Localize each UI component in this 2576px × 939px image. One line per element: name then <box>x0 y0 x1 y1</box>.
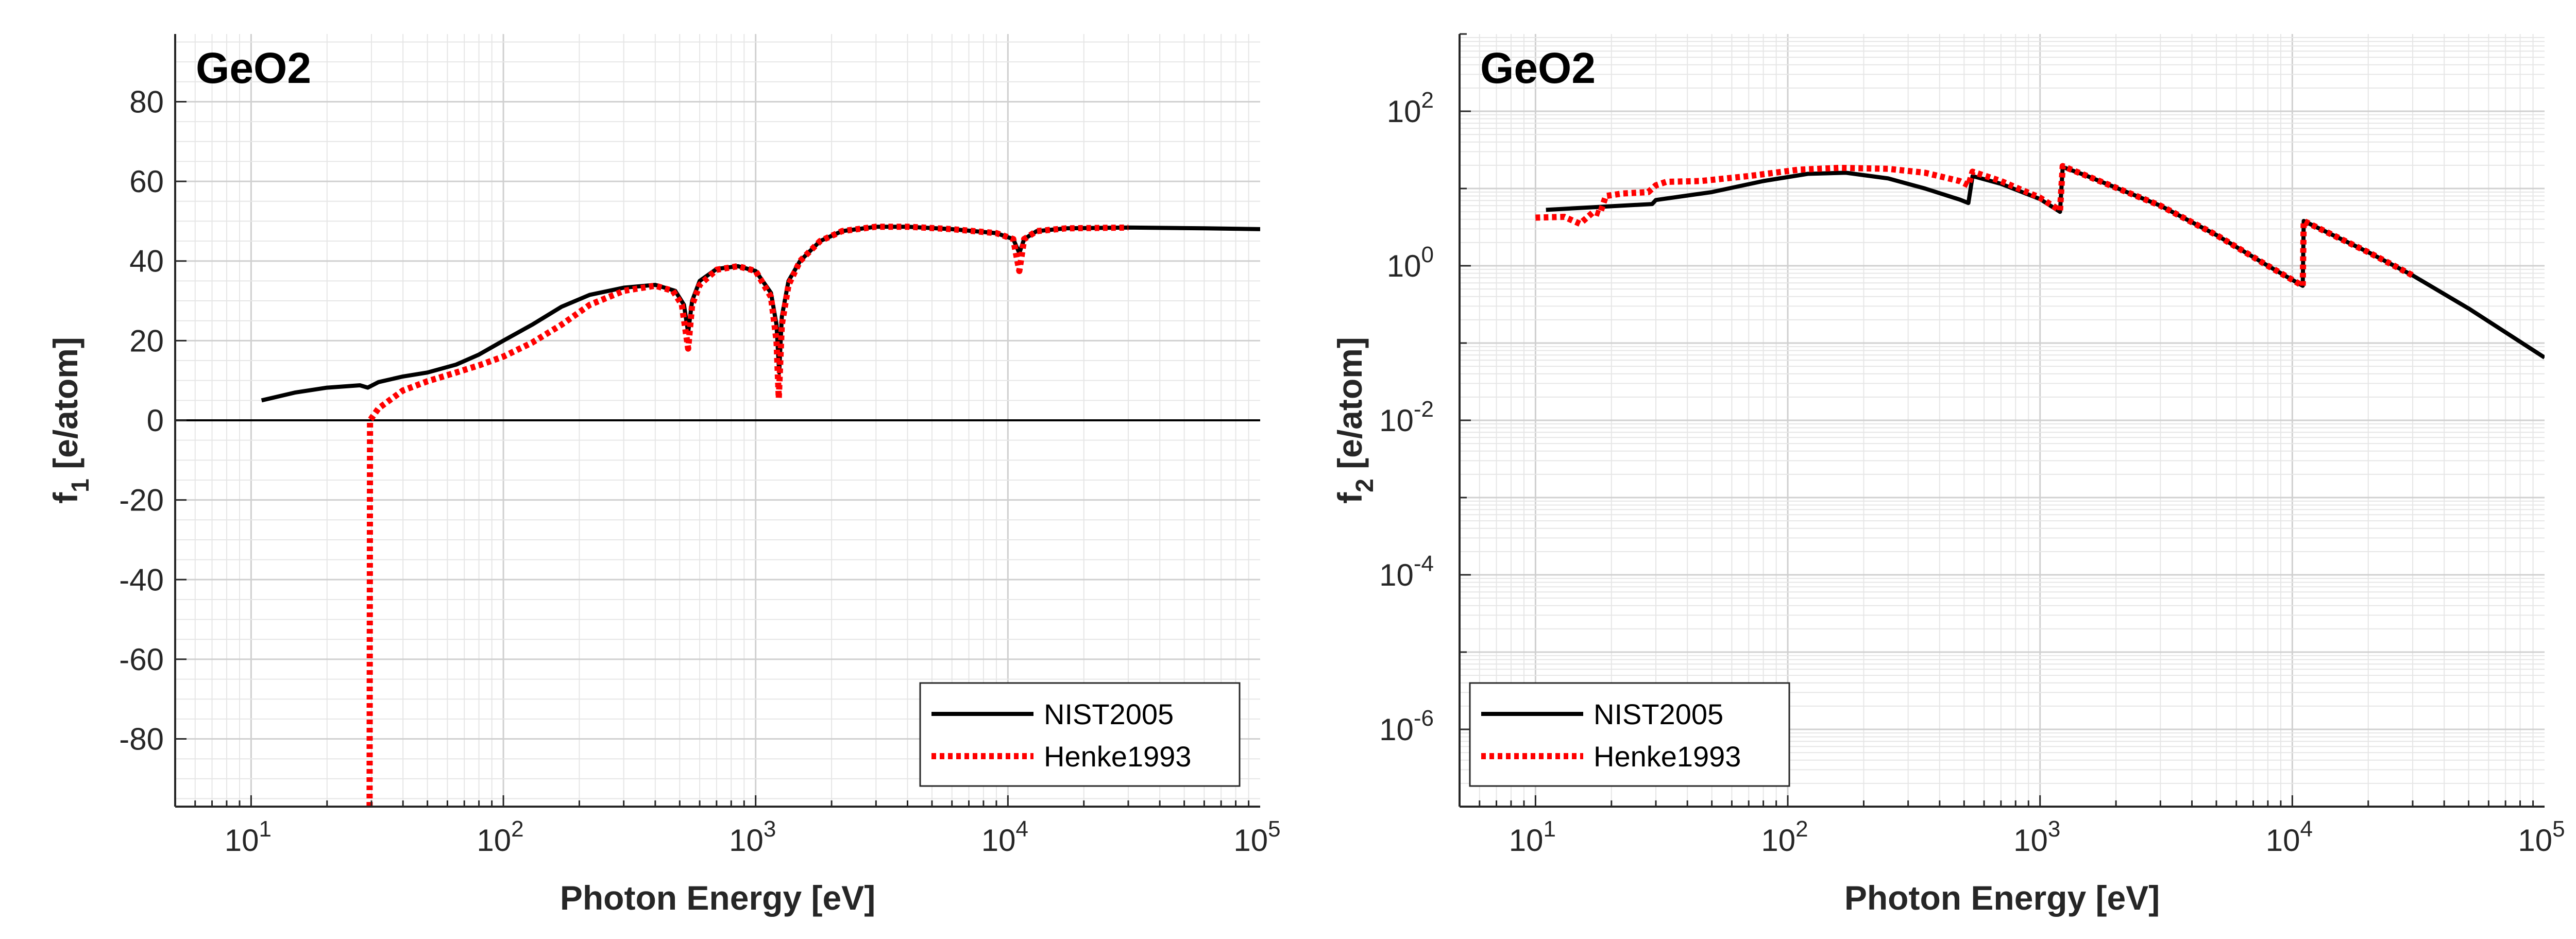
legend-box <box>1469 682 1790 787</box>
x-tick-label: 102 <box>477 816 523 858</box>
legend-label-henke1993: Henke1993 <box>1044 740 1191 773</box>
legend-label-nist2005: NIST2005 <box>1594 698 1723 730</box>
y-tick-label: 40 <box>129 244 164 279</box>
legend: NIST2005 Henke1993 <box>1469 682 1790 787</box>
y-tick-label: -40 <box>119 562 164 597</box>
series-line-henke1993 <box>366 224 1129 807</box>
y-tick-label: -60 <box>119 642 164 677</box>
f2-chart: 101 102 103 104 105 10-6 10-4 10-2 100 102 GeO2 Pho… <box>1331 33 2565 917</box>
x-tick-label: 104 <box>981 816 1028 858</box>
series-line-henke1993 <box>1535 163 2414 289</box>
y-tick-label: 0 <box>147 403 164 438</box>
legend-label-nist2005: NIST2005 <box>1044 698 1174 730</box>
f1-chart: 101 102 103 104 105 -80 -60 -40 -20 0 20 40 60 80 GeO2… <box>46 34 1281 917</box>
y-tick-label: 20 <box>129 323 164 358</box>
legend-box <box>919 682 1241 787</box>
x-tick-label: 103 <box>729 816 776 858</box>
x-tick-label: 105 <box>2518 816 2565 858</box>
x-axis-label: Photon Energy [eV] <box>1844 879 2160 917</box>
y-tick-label: -80 <box>119 722 164 757</box>
y-tick-label: 100 <box>1387 242 1434 283</box>
chart-title: GeO2 <box>196 44 311 92</box>
legend-label-henke1993: Henke1993 <box>1594 740 1741 773</box>
y-axis-label: f1 [e/atom] <box>46 337 94 504</box>
chart-title: GeO2 <box>1480 44 1596 92</box>
y-tick-label: 10-2 <box>1379 397 1434 438</box>
x-tick-label: 104 <box>2266 816 2313 858</box>
y-tick-label: 60 <box>129 164 164 199</box>
y-tick-label: 80 <box>129 84 164 119</box>
y-axis-label: f2 [e/atom] <box>1331 337 1379 504</box>
y-tick-label: 10-4 <box>1379 551 1434 592</box>
x-axis-label: Photon Energy [eV] <box>560 879 875 917</box>
y-tick-label: 10-6 <box>1379 706 1434 747</box>
x-tick-label: 105 <box>1233 816 1280 858</box>
x-tick-label: 102 <box>1761 816 1808 858</box>
grid <box>1459 34 2545 808</box>
y-tick-label: -20 <box>119 483 164 518</box>
series-group <box>261 224 1260 807</box>
series-group <box>1535 163 2545 360</box>
y-tick-label: 102 <box>1387 88 1434 129</box>
x-tick-label: 101 <box>225 816 272 858</box>
legend: NIST2005 Henke1993 <box>919 682 1241 787</box>
x-tick-label: 101 <box>1509 816 1556 858</box>
x-tick-label: 103 <box>2013 816 2060 858</box>
